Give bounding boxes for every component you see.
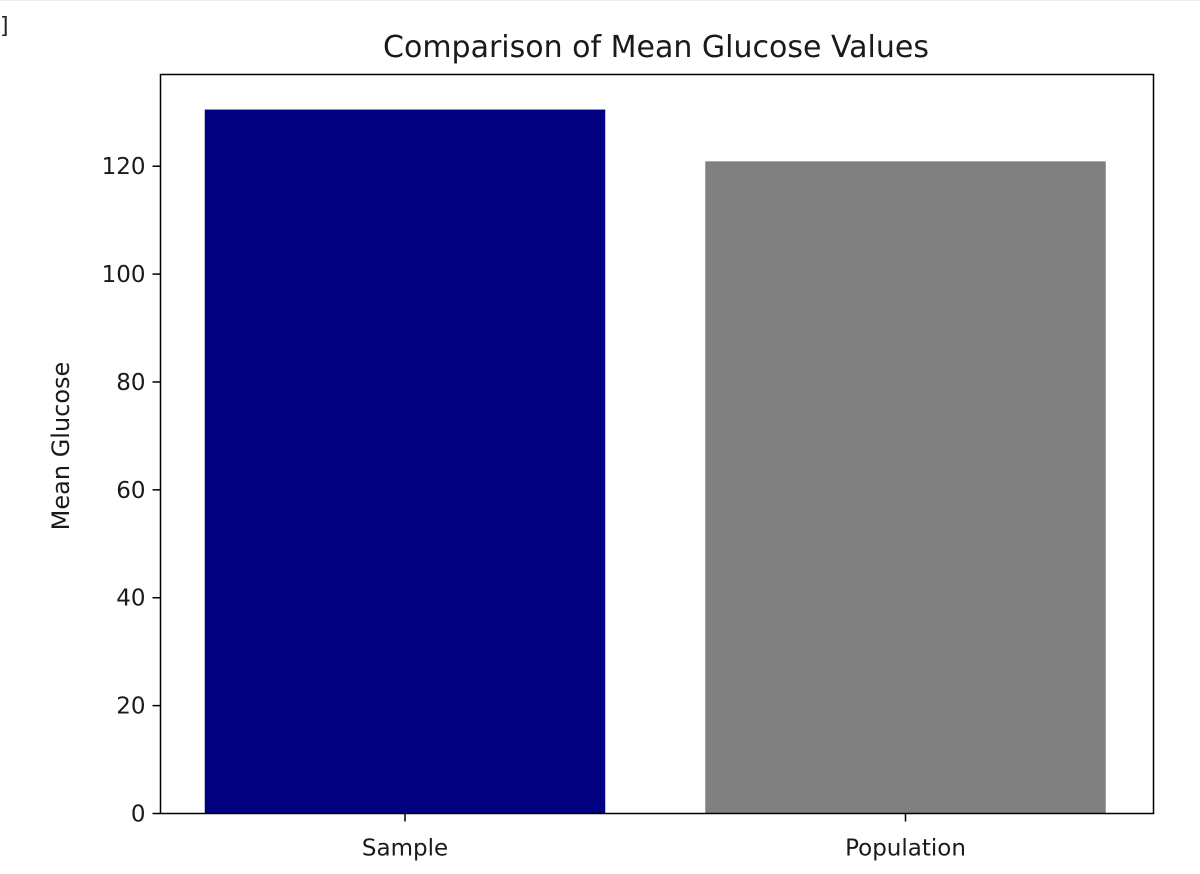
cell-bracket-marker: ] (0, 14, 9, 39)
y-tick-label: 60 (116, 478, 145, 504)
bar-sample (204, 109, 606, 814)
bar-series (204, 109, 1106, 814)
y-tick-label: 20 (116, 694, 145, 720)
x-axis-ticks: Sample Population (362, 813, 966, 862)
bar-population (705, 161, 1106, 814)
plot-frame (159, 73, 1155, 815)
y-tick-label: 120 (102, 154, 146, 180)
y-axis-ticks: 0 20 40 60 80 100 120 (102, 154, 161, 828)
chart-title: Comparison of Mean Glucose Values (383, 30, 929, 65)
x-tick-label-population: Population (845, 836, 966, 862)
y-tick-label: 100 (102, 262, 146, 288)
y-tick-label: 0 (131, 802, 146, 828)
y-axis-label: Mean Glucose (47, 362, 75, 531)
y-tick-label: 40 (116, 586, 145, 612)
cell-divider (0, 0, 1200, 1)
y-tick-label: 80 (116, 370, 145, 396)
x-tick-label-sample: Sample (362, 836, 448, 862)
